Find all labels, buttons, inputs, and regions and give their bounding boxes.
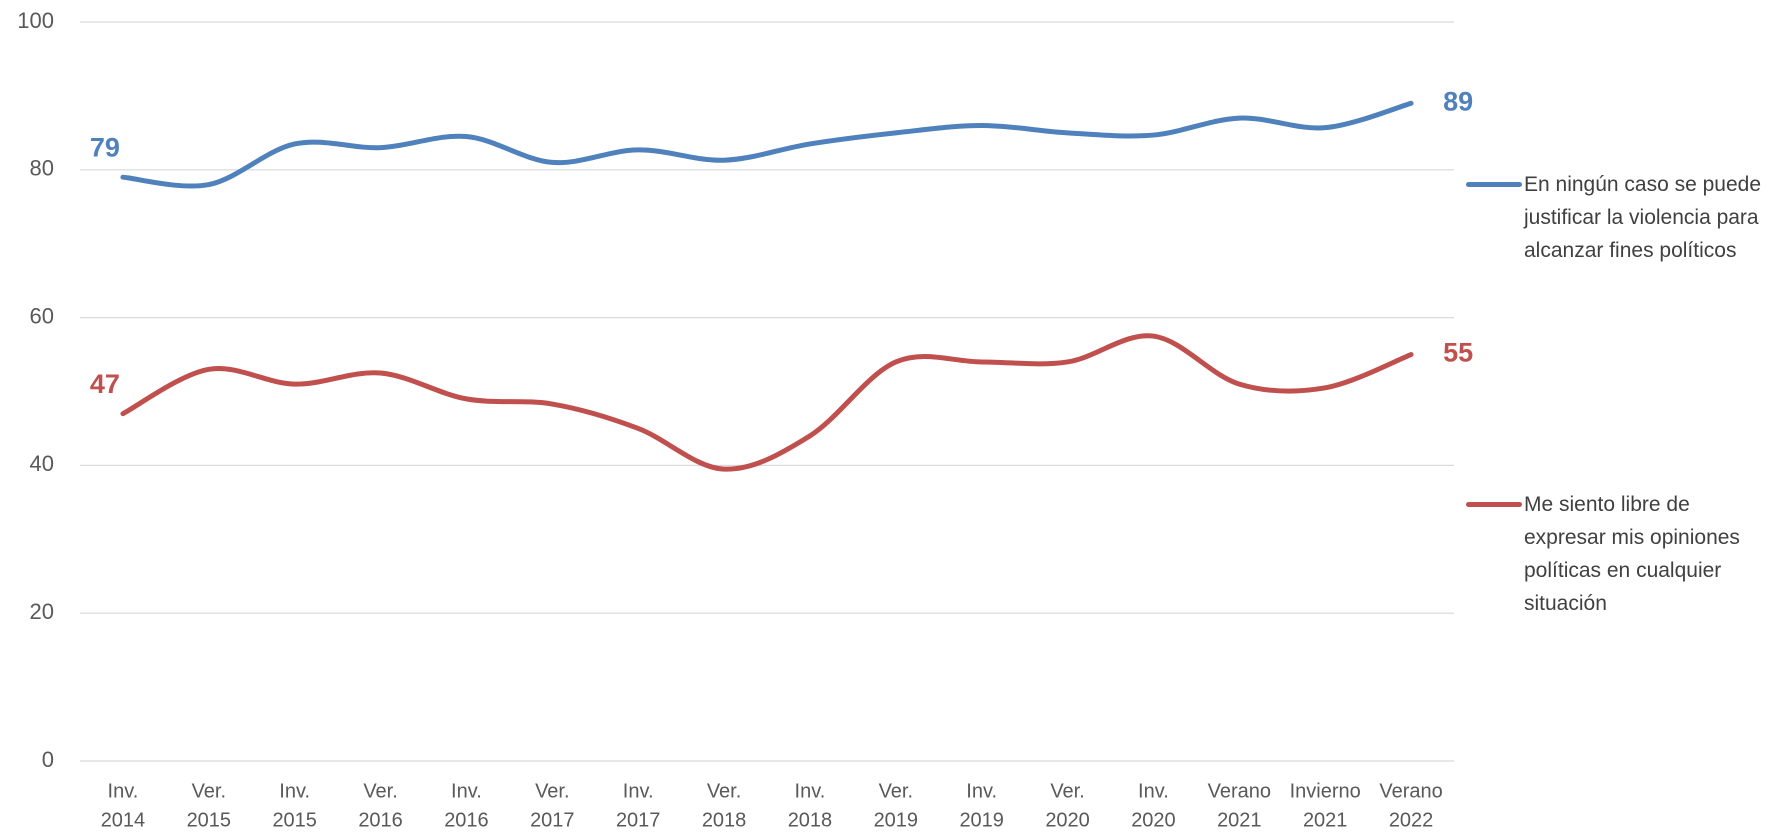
y-tick-label: 0 <box>42 747 54 772</box>
x-tick-label: Inv. <box>279 780 310 802</box>
y-tick-label: 80 <box>30 156 54 181</box>
x-tick-label: 2021 <box>1303 809 1348 830</box>
y-tick-label: 40 <box>30 451 54 476</box>
legend-label: En ningún caso se puede justificar la vi… <box>1524 173 1762 262</box>
x-tick-label: 2020 <box>1131 809 1176 830</box>
x-tick-label: 2015 <box>187 809 232 830</box>
legend-item: En ningún caso se puede justificar la vi… <box>1466 168 1776 267</box>
x-tick-label: Ver. <box>363 780 397 802</box>
x-tick-label: 2017 <box>616 809 661 830</box>
x-tick-label: 2018 <box>788 809 833 830</box>
x-tick-label: 2018 <box>702 809 747 830</box>
x-tick-label: 2019 <box>874 809 919 830</box>
x-tick-label: 2015 <box>272 809 317 830</box>
x-tick-label: Inv. <box>108 780 139 802</box>
x-tick-label: 2019 <box>959 809 1004 830</box>
y-tick-label: 20 <box>30 599 54 624</box>
data-label: 47 <box>90 369 120 399</box>
x-tick-label: Inv. <box>451 780 482 802</box>
x-tick-label: Verano <box>1379 780 1442 802</box>
x-tick-label: Ver. <box>707 780 741 802</box>
data-label: 79 <box>90 132 120 162</box>
x-tick-label: Inv. <box>795 780 826 802</box>
y-tick-label: 100 <box>17 8 54 33</box>
y-tick-label: 60 <box>30 303 54 328</box>
x-tick-label: Invierno <box>1290 780 1361 802</box>
x-tick-label: Ver. <box>879 780 913 802</box>
data-label: 55 <box>1443 338 1473 368</box>
x-tick-label: 2022 <box>1389 809 1434 830</box>
legend-label: Me siento libre de expresar mis opinione… <box>1524 493 1740 615</box>
x-tick-label: Inv. <box>1138 780 1169 802</box>
legend-swatch <box>1466 182 1522 187</box>
x-tick-label: 2014 <box>101 809 146 830</box>
legend-swatch <box>1466 502 1522 507</box>
x-tick-label: Ver. <box>535 780 569 802</box>
x-tick-label: 2016 <box>358 809 403 830</box>
data-label: 89 <box>1443 86 1473 116</box>
x-tick-label: 2016 <box>444 809 489 830</box>
x-tick-label: Ver. <box>192 780 226 802</box>
series-line <box>120 333 1414 472</box>
x-tick-label: 2017 <box>530 809 575 830</box>
x-tick-label: 2020 <box>1045 809 1090 830</box>
legend-item: Me siento libre de expresar mis opinione… <box>1466 488 1776 620</box>
x-tick-label: Verano <box>1208 780 1271 802</box>
x-tick-label: Ver. <box>1050 780 1084 802</box>
x-tick-label: 2021 <box>1217 809 1262 830</box>
x-tick-label: Inv. <box>623 780 654 802</box>
x-tick-label: Inv. <box>966 780 997 802</box>
series-line <box>120 100 1414 189</box>
